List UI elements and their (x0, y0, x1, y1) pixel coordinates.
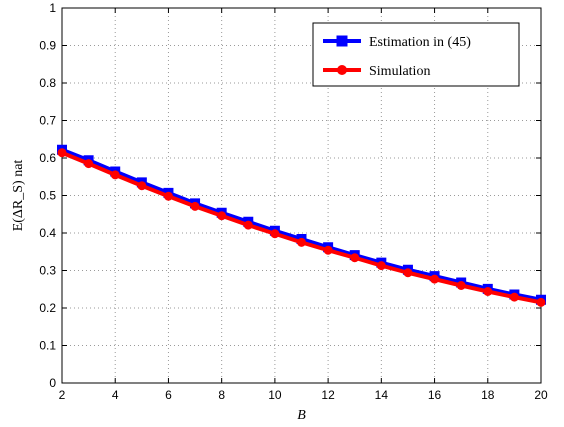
data-point-circle (536, 297, 546, 307)
legend-label-estimation: Estimation in (45) (369, 35, 471, 50)
x-tick-label: 4 (112, 388, 119, 402)
grid (62, 8, 541, 383)
y-tick-label: 0.5 (39, 189, 56, 203)
data-point-circle (350, 253, 360, 263)
data-point-circle (57, 148, 67, 158)
legend-marker-simulation (337, 65, 347, 75)
y-axis-label: E(ΔR_S) nat (11, 160, 26, 232)
legend-box (312, 22, 520, 87)
data-point-circle (376, 261, 386, 271)
y-tick-label: 0.4 (39, 226, 56, 240)
data-point-circle (297, 237, 306, 247)
x-tick-label: 6 (165, 388, 172, 402)
y-tick-label: 0.1 (39, 339, 56, 353)
x-tick-label: 18 (481, 388, 495, 402)
y-tick-label: 0.7 (39, 114, 56, 128)
y-tick-label: 0.6 (39, 151, 56, 165)
y-tick-label: 1 (49, 1, 56, 15)
y-tick-label: 0 (49, 376, 56, 390)
y-tick-label: 0.2 (39, 301, 56, 315)
data-point-circle (430, 274, 440, 284)
data-point-circle (509, 292, 519, 302)
data-point-circle (190, 201, 200, 211)
y-tick-label: 0.8 (39, 76, 56, 90)
legend-label-simulation: Simulation (369, 64, 430, 79)
legend-marker-estimation (336, 35, 348, 47)
data-point-circle (270, 229, 280, 239)
legend: Estimation in (45) Simulation (312, 22, 520, 87)
data-point-circle (84, 159, 94, 169)
data-point-circle (243, 220, 253, 230)
x-tick-label: 14 (375, 388, 389, 402)
x-axis-label: B (297, 408, 306, 423)
x-tick-label: 16 (428, 388, 442, 402)
series-layer (57, 144, 546, 307)
data-point-circle (323, 245, 333, 255)
x-tick-label: 20 (534, 388, 548, 402)
y-tick-label: 0.3 (39, 264, 56, 278)
data-point-circle (456, 281, 466, 290)
y-tick-label: 0.9 (39, 39, 56, 53)
x-tick-label: 10 (268, 388, 282, 402)
x-tick-label: 12 (321, 388, 335, 402)
data-point-circle (110, 170, 120, 180)
data-point-circle (137, 181, 147, 191)
x-tick-label: 8 (218, 388, 225, 402)
data-point-circle (403, 268, 413, 278)
data-point-circle (217, 211, 227, 221)
data-point-circle (163, 191, 173, 201)
ticks: 2 4 6 8 10 12 14 16 18 20 0 0.1 0.2 0.3 0.4 0.5 0.6 0.7 0.… (39, 1, 548, 402)
data-point-circle (483, 287, 493, 296)
x-tick-label: 2 (59, 388, 66, 402)
